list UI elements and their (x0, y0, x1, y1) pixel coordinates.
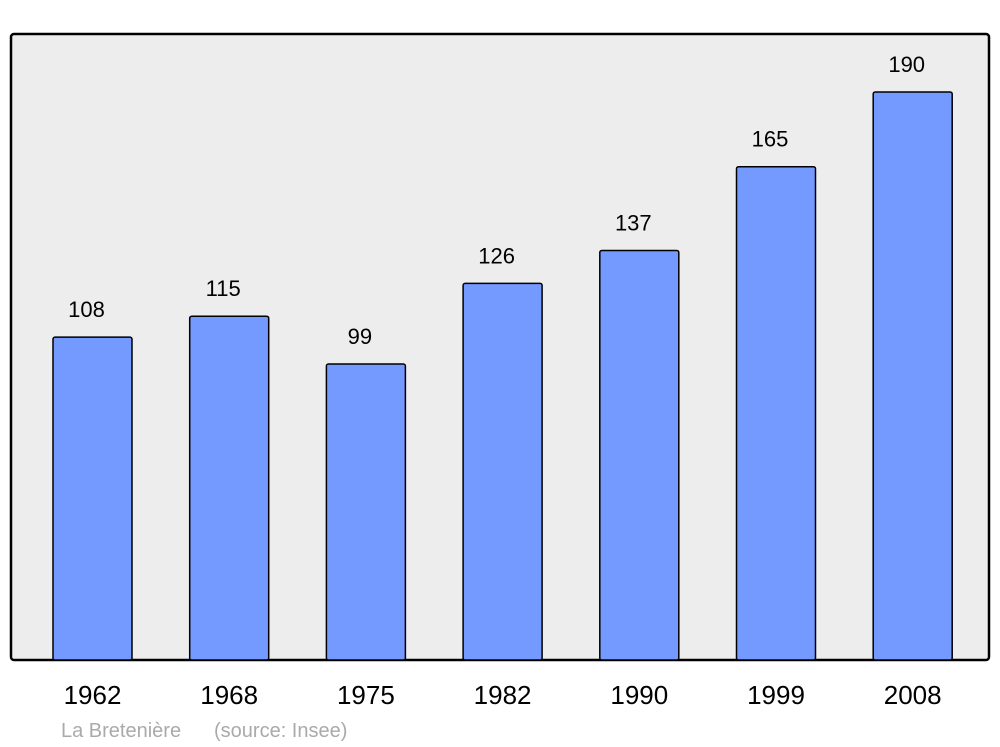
x-tick-1982: 1982 (474, 680, 532, 710)
x-tick-1999: 1999 (747, 680, 805, 710)
data-label-1990: 137 (615, 210, 652, 235)
bar-1982 (462, 282, 543, 661)
data-label-1999: 165 (752, 127, 789, 152)
bar-2008 (872, 91, 953, 661)
bar-1968 (188, 315, 270, 661)
bar-1999 (735, 165, 817, 661)
x-tick-1975: 1975 (337, 680, 395, 710)
x-tick-1962: 1962 (64, 680, 122, 710)
footer-source: (source: Insee) (214, 720, 347, 742)
data-label-1962: 108 (68, 297, 105, 322)
data-label-1982: 126 (478, 243, 515, 268)
footer-place: La Bretenière (61, 720, 181, 742)
bar-1990 (599, 249, 680, 661)
bar-1962 (52, 336, 133, 661)
x-tick-1990: 1990 (610, 680, 668, 710)
x-tick-1968: 1968 (200, 680, 258, 710)
x-tick-2008: 2008 (884, 680, 942, 710)
data-label-2008: 190 (888, 52, 925, 77)
bar-1975 (325, 363, 407, 661)
data-label-1975: 99 (348, 324, 372, 349)
data-label-1968: 115 (206, 276, 241, 301)
